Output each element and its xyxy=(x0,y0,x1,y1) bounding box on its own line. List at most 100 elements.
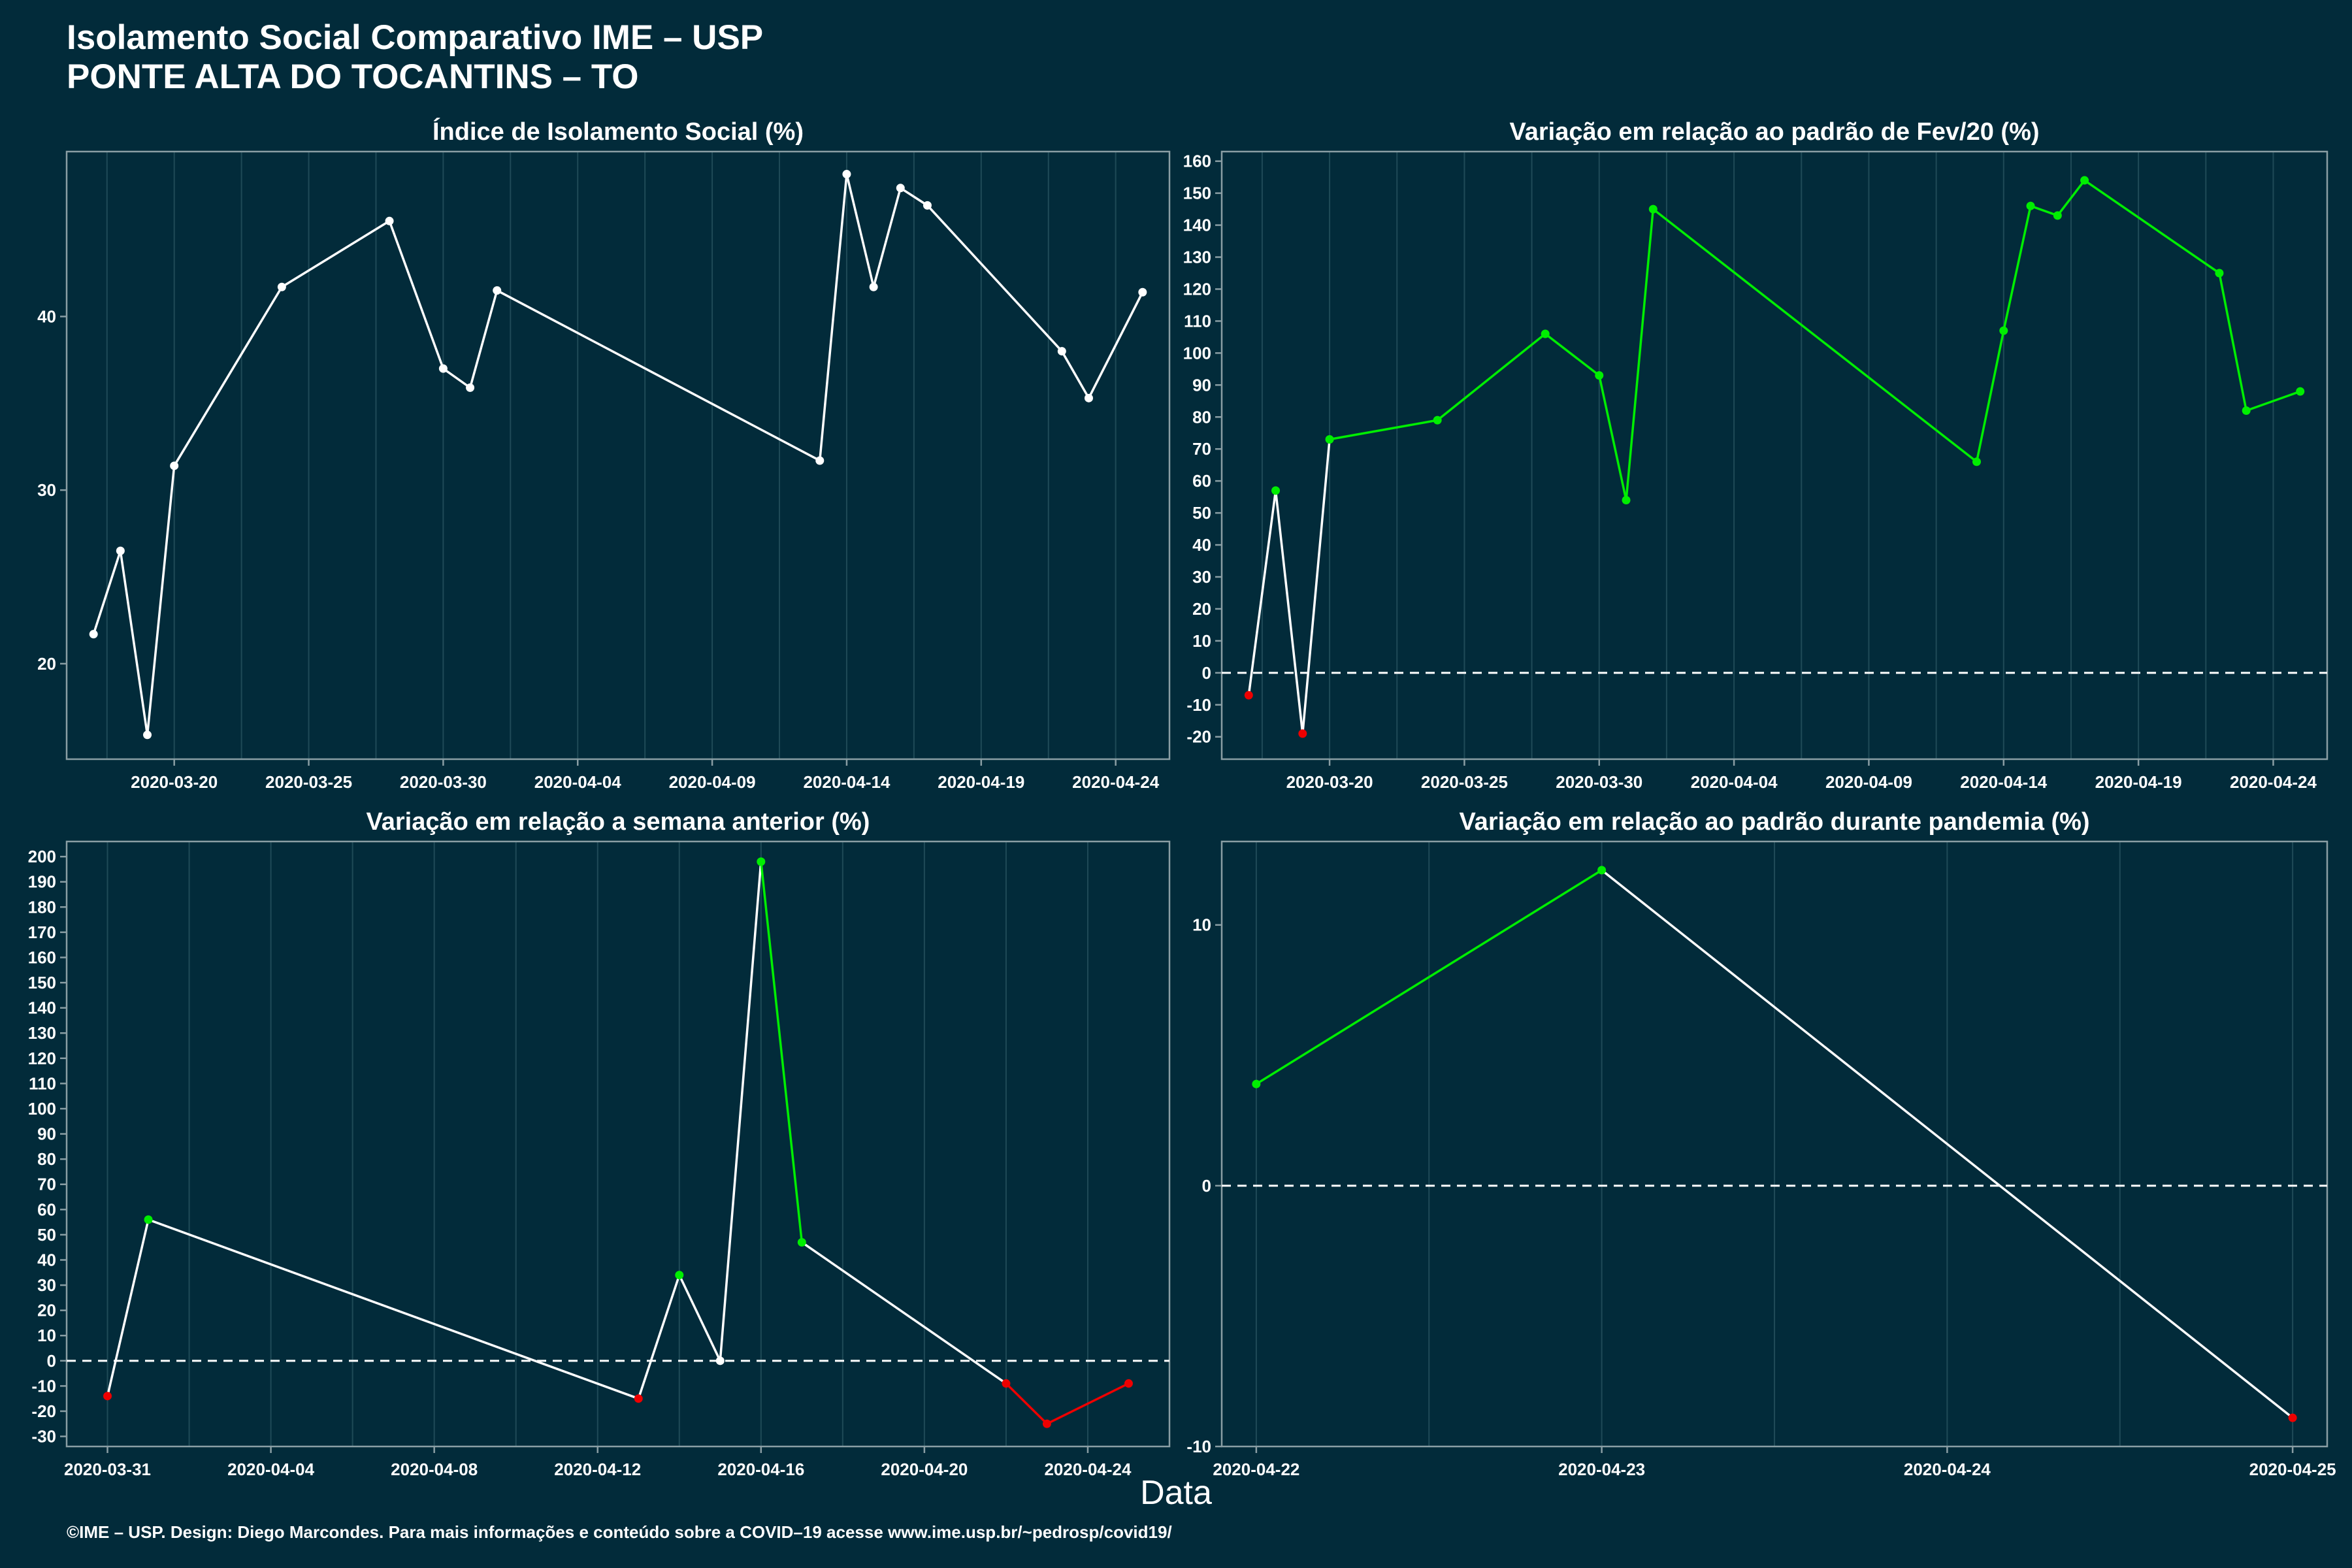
series-segment xyxy=(1437,333,1546,421)
series-segment xyxy=(1046,1382,1130,1425)
y-tick-label: 60 xyxy=(1192,471,1211,491)
y-tick-label: 150 xyxy=(28,973,56,992)
y-tick-label: 100 xyxy=(1183,343,1211,363)
series-segment xyxy=(1301,439,1331,734)
series-segment xyxy=(819,174,848,461)
panel-border xyxy=(65,840,1171,1448)
x-tick-label: 2020-04-24 xyxy=(1044,1460,1132,1479)
series-segment xyxy=(637,1275,681,1399)
data-point xyxy=(842,170,851,179)
series-segment xyxy=(1087,291,1144,399)
x-tick-label: 2020-03-30 xyxy=(1556,772,1642,792)
series-segment xyxy=(900,187,928,206)
y-tick-label: -30 xyxy=(31,1427,56,1446)
y-tick-label: 80 xyxy=(1192,407,1211,427)
y-tick-label: 110 xyxy=(29,1073,56,1093)
series-segment xyxy=(1544,333,1600,377)
series-segment xyxy=(496,289,821,462)
y-tick-label: -20 xyxy=(31,1401,56,1421)
chart-title: Variação em relação ao padrão de Fev/20 … xyxy=(1509,118,2039,146)
x-tick-label: 2020-04-19 xyxy=(938,772,1024,792)
data-point xyxy=(1002,1379,1011,1388)
data-point xyxy=(493,286,502,295)
data-point xyxy=(1433,416,1442,425)
data-point xyxy=(815,456,825,465)
data-point xyxy=(1972,457,1982,466)
panel-border xyxy=(1220,840,2328,1448)
data-point xyxy=(634,1394,643,1403)
x-tick-label: 2020-04-25 xyxy=(2249,1460,2336,1479)
x-tick-label: 2020-04-09 xyxy=(669,772,756,792)
series-segment xyxy=(1274,490,1304,734)
x-tick-label: 2020-04-04 xyxy=(534,772,622,792)
series-segment xyxy=(760,861,804,1243)
panel-border xyxy=(65,150,1171,760)
y-tick-label: 90 xyxy=(37,1124,56,1144)
series-segment xyxy=(92,550,122,635)
x-tick-label: 2020-03-25 xyxy=(1421,772,1508,792)
x-tick-label: 2020-03-20 xyxy=(1286,772,1373,792)
x-tick-label: 2020-03-20 xyxy=(131,772,218,792)
series-segment xyxy=(1005,1382,1048,1425)
data-point xyxy=(1271,486,1281,495)
data-point xyxy=(143,730,152,740)
x-tick-label: 2020-04-22 xyxy=(1213,1460,1299,1479)
chart-title: Índice de Isolamento Social (%) xyxy=(433,117,804,146)
x-tick-label: 2020-04-24 xyxy=(1072,772,1160,792)
y-tick-label: 150 xyxy=(1183,184,1211,203)
y-tick-label: 10 xyxy=(1192,631,1211,651)
y-tick-label: 30 xyxy=(37,1275,56,1295)
data-point xyxy=(923,201,932,210)
y-tick-label: 0 xyxy=(47,1351,56,1371)
series-segment xyxy=(1060,350,1090,399)
series-segment xyxy=(173,286,283,466)
series-segment xyxy=(2056,179,2085,216)
panel-border xyxy=(1220,150,2328,760)
series-segment xyxy=(2002,205,2032,331)
main-title: Isolamento Social Comparativo IME – USP xyxy=(67,18,764,57)
y-tick-label: 80 xyxy=(37,1149,56,1169)
x-tick-label: 2020-04-09 xyxy=(1825,772,1912,792)
y-tick-label: 90 xyxy=(1192,375,1211,395)
x-tick-label: 2020-03-31 xyxy=(64,1460,151,1479)
data-point xyxy=(466,383,475,392)
data-point xyxy=(2215,269,2224,278)
chart-panel-3: Variação em relação a semana anterior (%… xyxy=(28,808,1171,1479)
data-point xyxy=(2242,406,2251,415)
y-tick-label: 140 xyxy=(1183,216,1211,235)
series-segment xyxy=(2218,272,2247,411)
footer-credits: ©IME – USP. Design: Diego Marcondes. Par… xyxy=(67,1522,1172,1542)
x-tick-label: 2020-04-24 xyxy=(2230,772,2317,792)
data-point xyxy=(89,630,98,639)
y-tick-label: 120 xyxy=(28,1049,56,1068)
data-point xyxy=(896,184,905,193)
data-point xyxy=(675,1271,684,1280)
series-segment xyxy=(148,1218,639,1400)
y-tick-label: 130 xyxy=(28,1023,56,1043)
data-point xyxy=(1298,729,1307,738)
data-point xyxy=(1252,1079,1261,1088)
y-tick-label: 160 xyxy=(1183,152,1211,171)
y-tick-label: 110 xyxy=(1184,311,1211,331)
data-point xyxy=(2288,1413,2297,1422)
series-segment xyxy=(146,465,176,735)
y-tick-label: -10 xyxy=(31,1376,56,1396)
y-tick-label: 120 xyxy=(1183,279,1211,299)
chart-panel-1: Índice de Isolamento Social (%) 20 30 40 202… xyxy=(37,117,1171,792)
x-tick-label: 2020-04-08 xyxy=(391,1460,478,1479)
series-segment xyxy=(106,1219,150,1397)
series-segment xyxy=(678,1274,721,1362)
series-segment xyxy=(719,861,762,1361)
series-segment xyxy=(119,550,149,736)
y-tick-label: 20 xyxy=(37,1301,56,1320)
y-tick-label: 40 xyxy=(1192,535,1211,555)
y-tick-label: 160 xyxy=(28,947,56,967)
y-tick-label: 130 xyxy=(1183,248,1211,267)
x-tick-label: 2020-04-24 xyxy=(1904,1460,1991,1479)
data-point xyxy=(1244,691,1253,700)
data-point xyxy=(757,857,766,866)
y-tick-label: 20 xyxy=(37,654,56,674)
data-point xyxy=(1124,1379,1133,1388)
series-segment xyxy=(2083,179,2220,274)
series-segment xyxy=(1625,208,1655,500)
